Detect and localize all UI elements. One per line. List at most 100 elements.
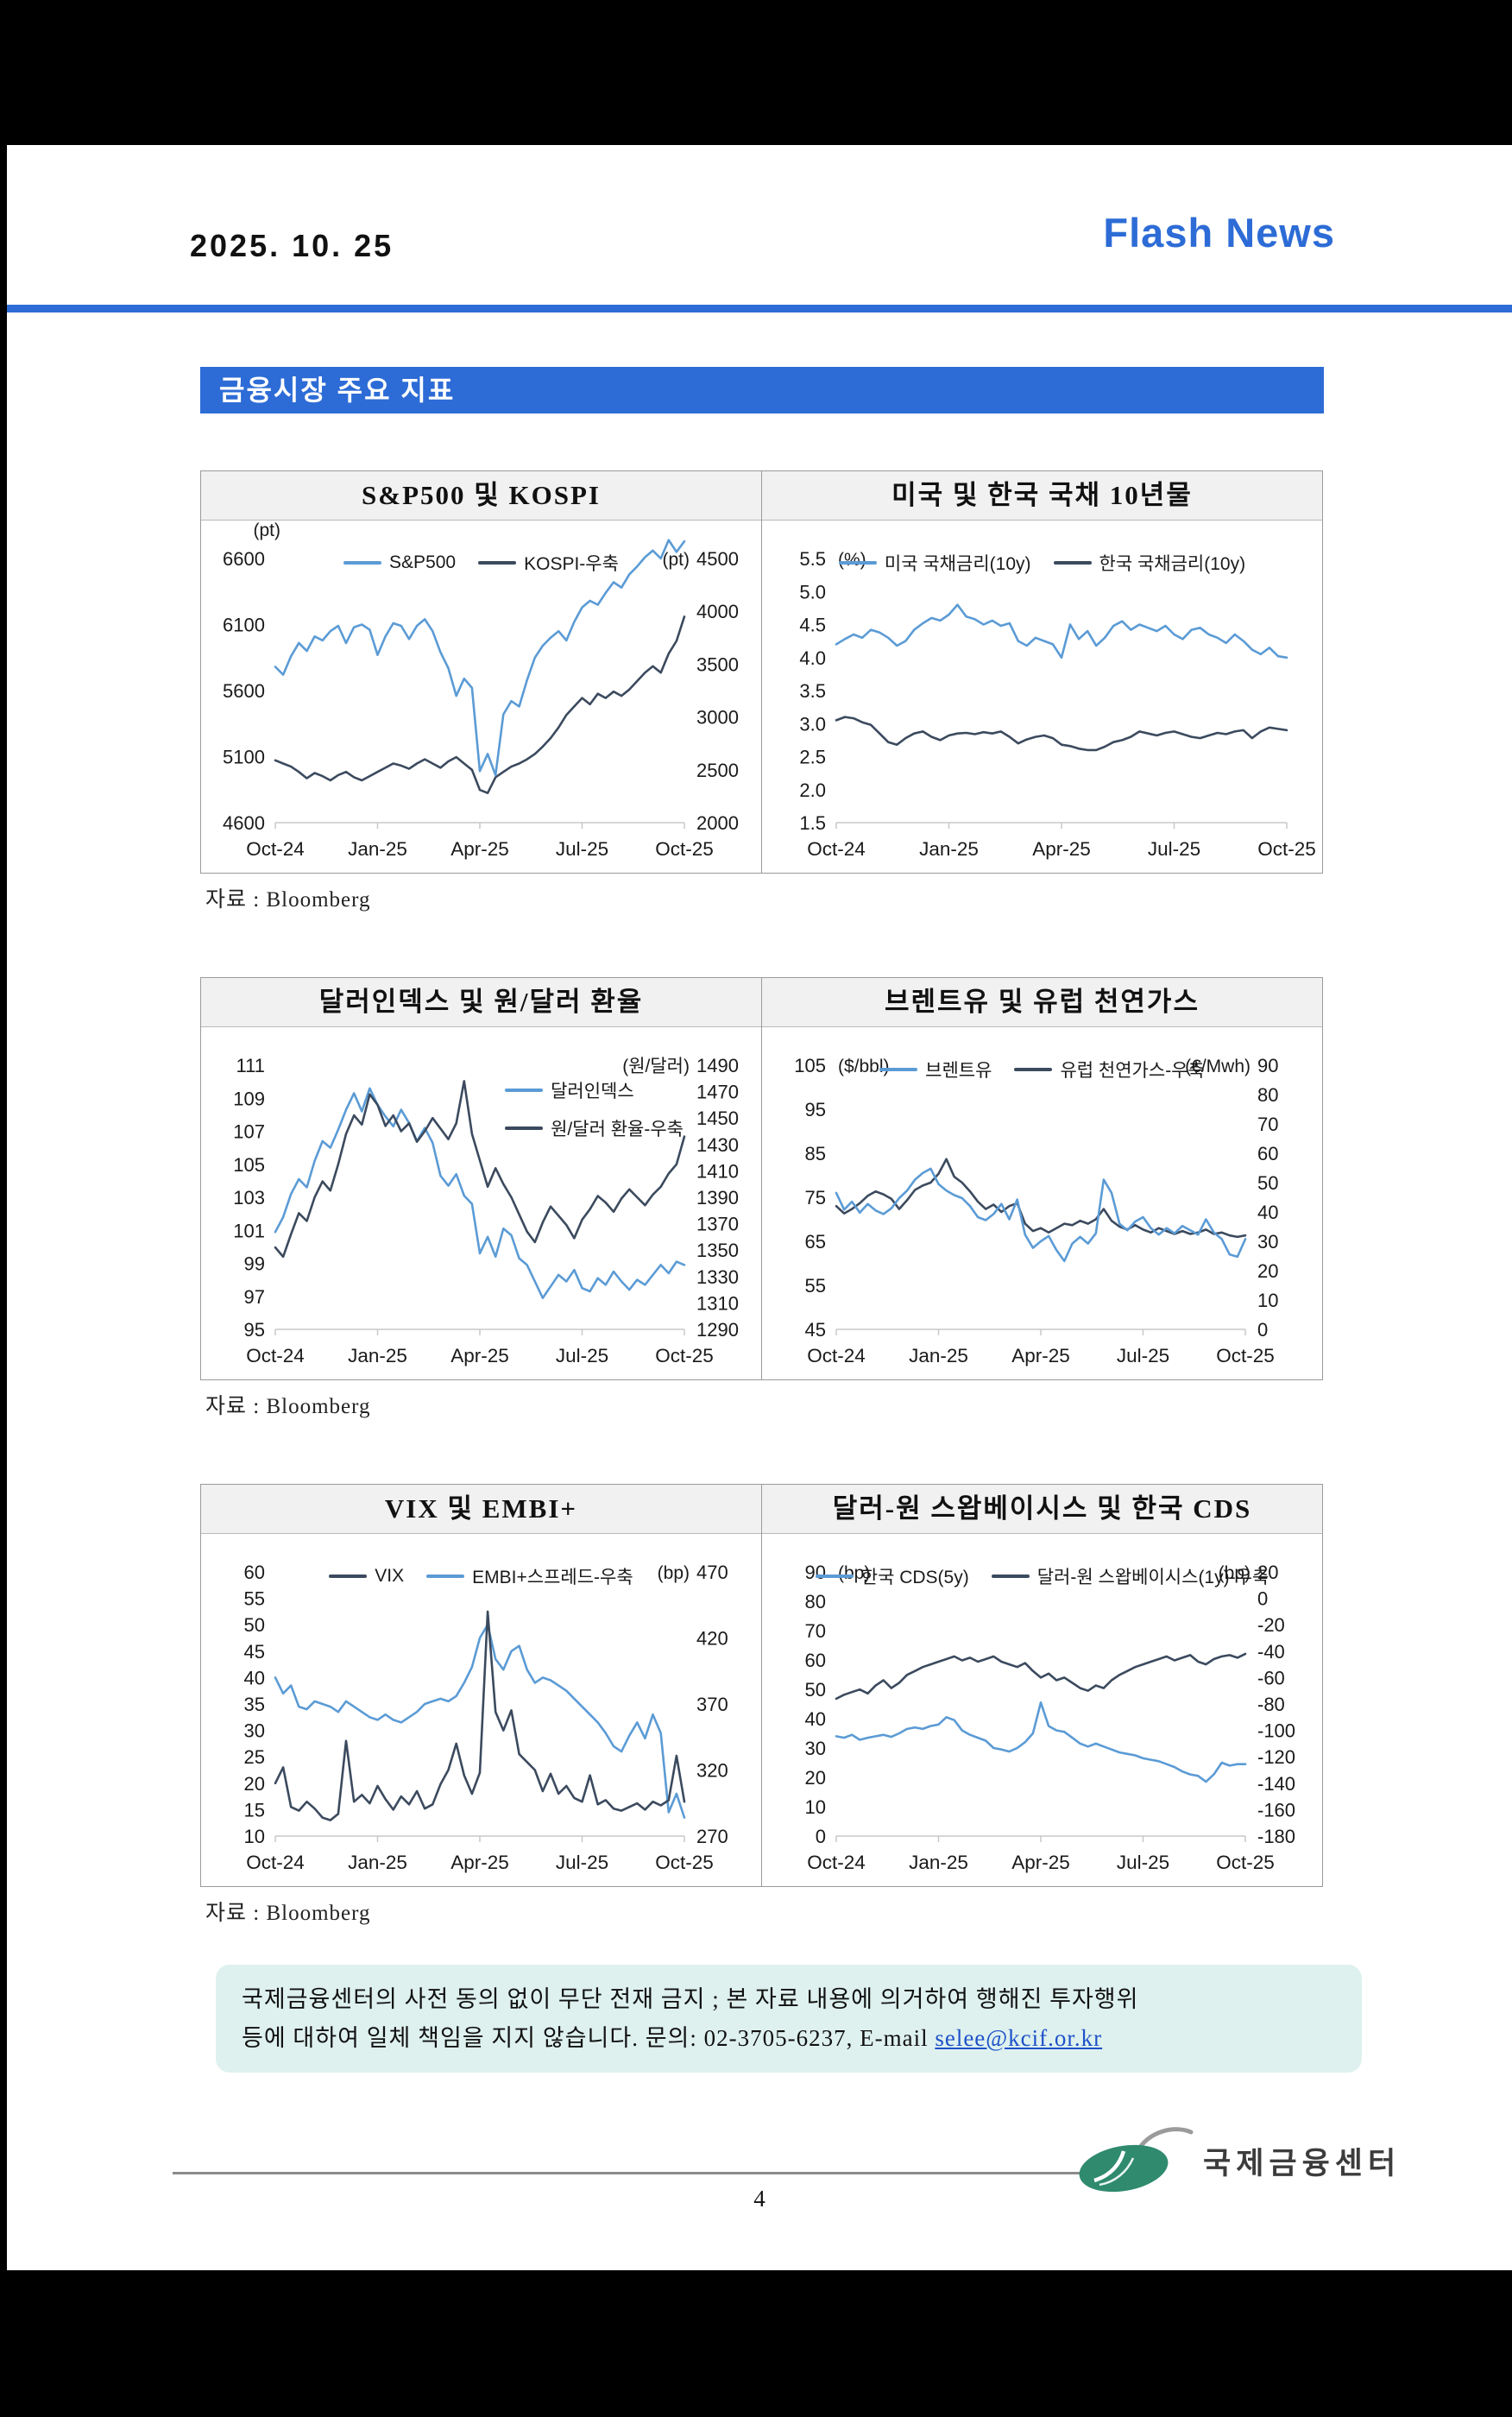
axis-label: 0 bbox=[816, 1826, 826, 1847]
axis-label: 30 bbox=[805, 1738, 826, 1759]
axis-label: 109 bbox=[233, 1088, 265, 1109]
axis-label: Jul-25 bbox=[1117, 1852, 1169, 1873]
chart-canvas: Oct-24 Jan-25 Apr-25 Jul-25 Oct-25 5.5 5.0 4.5 4… bbox=[799, 548, 1315, 860]
content: 금융시장 주요 지표 S&P500 및 KOSPI Oct-24 Jan-25 Apr… bbox=[200, 367, 1362, 2073]
axis-label: 4.0 bbox=[799, 647, 826, 669]
axis-label: (€/Mwh) bbox=[1185, 1057, 1251, 1076]
axis-label: 80 bbox=[805, 1591, 826, 1612]
kcif-logo-text: 국제금융센터 bbox=[1203, 2146, 1402, 2180]
axis-label: 2.0 bbox=[799, 779, 826, 801]
axis-label: Apr-25 bbox=[1032, 838, 1091, 860]
axis-label: 270 bbox=[696, 1826, 728, 1847]
axis-label: 3.5 bbox=[799, 680, 826, 702]
axis-label: 50 bbox=[244, 1614, 265, 1636]
chart-row-1: S&P500 및 KOSPI Oct-24 Jan-25 Apr-25 Jul-25 Oc… bbox=[200, 470, 1326, 874]
axis-label: 80 bbox=[1257, 1084, 1278, 1106]
series-line-달러인덱스 bbox=[274, 1087, 686, 1300]
section-title: 금융시장 주요 지표 bbox=[219, 375, 456, 406]
axis-label: -180 bbox=[1257, 1826, 1295, 1847]
axis-label: -40 bbox=[1257, 1641, 1285, 1663]
axis-label: 65 bbox=[805, 1231, 826, 1253]
axis-label: Jan-25 bbox=[919, 838, 979, 860]
axis-label: 70 bbox=[805, 1620, 826, 1642]
kcif-logo-icon bbox=[1079, 2127, 1194, 2193]
axis-label: (bp) bbox=[838, 1563, 870, 1583]
axis-label: Oct-24 bbox=[246, 838, 305, 860]
axis-label: 60 bbox=[805, 1650, 826, 1671]
axis-label: 5.0 bbox=[799, 581, 826, 603]
series-line-VIX bbox=[274, 1610, 686, 1821]
axis-label: Apr-25 bbox=[450, 838, 509, 860]
axis-label: 20 bbox=[1257, 1260, 1278, 1282]
axis-label: (pt) bbox=[663, 550, 690, 570]
chart-panel-sp500-kospi: S&P500 및 KOSPI Oct-24 Jan-25 Apr-25 Jul-25 Oc… bbox=[200, 470, 762, 874]
axis-label: 5100 bbox=[223, 747, 265, 768]
axis-label: (bp) bbox=[658, 1563, 690, 1583]
axis-label: Jan-25 bbox=[909, 1852, 968, 1873]
axis-label: 60 bbox=[1257, 1143, 1278, 1164]
axis-label: Apr-25 bbox=[1011, 1345, 1070, 1366]
axis-label: 1330 bbox=[696, 1266, 739, 1288]
series-line-원/달러 환율 bbox=[274, 1080, 686, 1259]
axis-label: 45 bbox=[244, 1641, 265, 1663]
page-number: 4 bbox=[753, 2186, 765, 2212]
axis-label: (%) bbox=[838, 550, 866, 570]
series-line-브렌트유 bbox=[835, 1167, 1247, 1263]
axis-label: 90 bbox=[805, 1562, 826, 1583]
chart-canvas: Oct-24 Jan-25 Apr-25 Jul-25 Oct-25 105 95 85 75 6… bbox=[794, 1055, 1278, 1366]
axis-label: 90 bbox=[1257, 1055, 1278, 1076]
axis-label: Jan-25 bbox=[348, 838, 407, 860]
chart-plot: Oct-24 Jan-25 Apr-25 Jul-25 Oct-25 111 109 107 1… bbox=[201, 1027, 761, 1380]
axis-label: 35 bbox=[244, 1694, 265, 1715]
axis-label: Oct-24 bbox=[246, 1852, 305, 1873]
axis-label: Oct-24 bbox=[807, 838, 866, 860]
chart-plot: Oct-24 Jan-25 Apr-25 Jul-25 Oct-25 105 95 85 75 6… bbox=[762, 1027, 1322, 1380]
footer-rule bbox=[173, 2172, 1115, 2174]
axis-label: 60 bbox=[244, 1562, 265, 1583]
series-line-한국 국채금리(10y) bbox=[835, 716, 1288, 752]
axis-label: 1350 bbox=[696, 1240, 739, 1261]
chart-plot: Oct-24 Jan-25 Apr-25 Jul-25 Oct-25 5.5 5.0 4.5 4… bbox=[762, 521, 1322, 874]
series-line-S&P500 bbox=[274, 539, 686, 777]
axis-label: 5600 bbox=[223, 680, 265, 702]
axis-label: Oct-25 bbox=[655, 838, 714, 860]
axis-label: Jul-25 bbox=[556, 1852, 608, 1873]
axis-label: Jan-25 bbox=[909, 1345, 968, 1366]
axis-label: 40 bbox=[1257, 1202, 1278, 1223]
axis-label: (원/달러) bbox=[622, 1057, 690, 1076]
chart-title: S&P500 및 KOSPI bbox=[201, 471, 761, 521]
axis-label: (bp) bbox=[1219, 1563, 1251, 1583]
email-link[interactable]: selee@kcif.or.kr bbox=[935, 2024, 1103, 2051]
chart-panel-dxy-krw: 달러인덱스 및 원/달러 환율 Oct-24 Jan-25 Apr-25 Jul-25 O… bbox=[200, 977, 762, 1380]
chart-title: VIX 및 EMBI+ bbox=[201, 1485, 761, 1534]
chart-title: 달러인덱스 및 원/달러 환율 bbox=[201, 978, 761, 1027]
chart-canvas: Oct-24 Jan-25 Apr-25 Jul-25 Oct-25 6600 6100 56… bbox=[223, 521, 739, 860]
axis-label: 1470 bbox=[696, 1082, 739, 1103]
axis-label: Jul-25 bbox=[1148, 838, 1200, 860]
axis-label: -120 bbox=[1257, 1746, 1295, 1768]
axis-label: 95 bbox=[805, 1099, 826, 1120]
axis-label: 6100 bbox=[223, 615, 265, 636]
source-note: 자료 : Bloomberg bbox=[205, 888, 371, 912]
chart-row-2: 달러인덱스 및 원/달러 환율 Oct-24 Jan-25 Apr-25 Jul-25 O… bbox=[200, 977, 1326, 1380]
chart-plot: Oct-24 Jan-25 Apr-25 Jul-25 Oct-25 6600 6100 56… bbox=[201, 521, 761, 874]
axis-label: -60 bbox=[1257, 1667, 1285, 1688]
axis-label: 0 bbox=[1257, 1319, 1268, 1341]
axis-label: 15 bbox=[244, 1799, 265, 1821]
chart-title: 브렌트유 및 유럽 천연가스 bbox=[762, 978, 1322, 1027]
axis-label: Oct-25 bbox=[1216, 1852, 1275, 1873]
axis-label: 95 bbox=[244, 1319, 265, 1341]
chart-canvas: Oct-24 Jan-25 Apr-25 Jul-25 Oct-25 60 55 50 45 40… bbox=[244, 1562, 728, 1873]
series-line-한국 CDS(5y) bbox=[835, 1701, 1247, 1783]
axis-label: 5.5 bbox=[799, 548, 826, 570]
axis-label: 1370 bbox=[696, 1214, 739, 1235]
axis-label: 30 bbox=[244, 1720, 265, 1742]
axis-label: 75 bbox=[805, 1187, 826, 1208]
axis-label: 70 bbox=[1257, 1114, 1278, 1135]
axis-label: Oct-24 bbox=[807, 1852, 866, 1873]
axis-label: 3500 bbox=[696, 653, 739, 675]
axis-label: (pt) bbox=[254, 521, 281, 540]
axis-label: 40 bbox=[244, 1667, 265, 1688]
axis-label: 1310 bbox=[696, 1292, 739, 1314]
brand-title: Flash News bbox=[1103, 210, 1335, 256]
